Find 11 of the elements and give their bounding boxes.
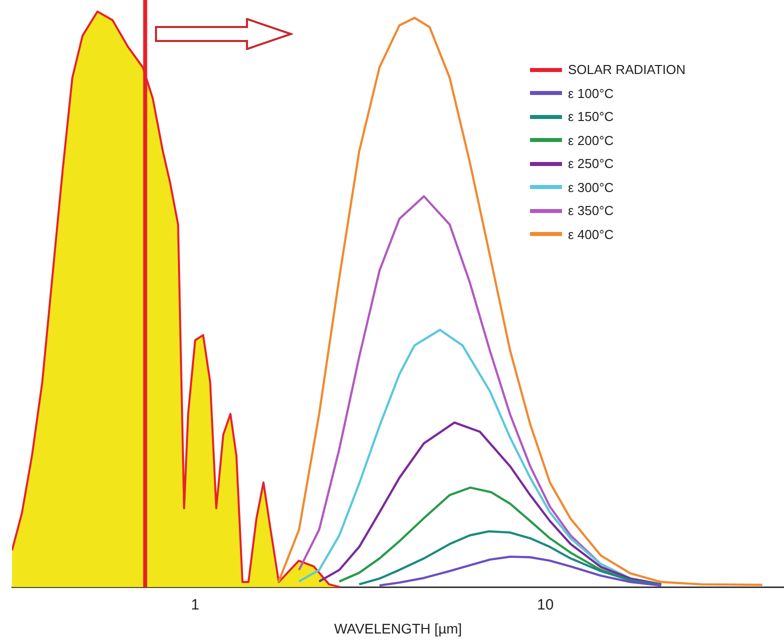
x-tick-label: 1 [190, 596, 200, 614]
legend-label: ε 250°C [568, 156, 614, 172]
legend-label: ε 350°C [568, 203, 614, 218]
legend-label: ε 100°C [568, 86, 614, 101]
x-tick-label: 10 [537, 596, 554, 614]
legend-label: SOLAR RADIATION [568, 62, 686, 78]
legend-label: ε 150°C [568, 109, 614, 124]
legend-label: ε 200°C [568, 132, 614, 148]
legend-label: ε 400°C [568, 226, 614, 242]
legend-label: ε 300°C [568, 180, 614, 195]
x-axis-title: WAVELENGTH [µm] [334, 620, 462, 636]
